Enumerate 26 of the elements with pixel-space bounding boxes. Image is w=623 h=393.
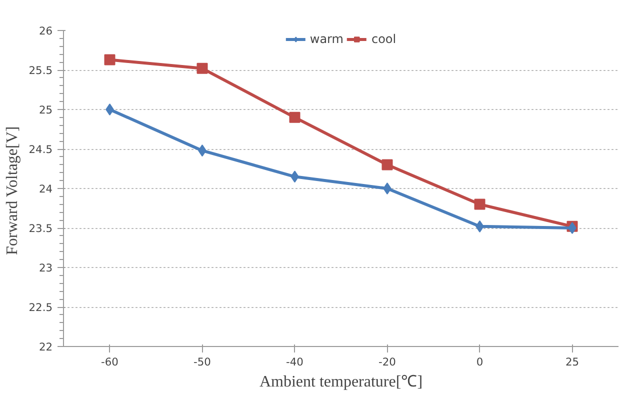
x-tick-label: 25 (565, 356, 580, 368)
y-axis-title: Forward Voltage[V] (4, 126, 21, 256)
point (104, 54, 116, 66)
legend-label: cool (371, 32, 396, 46)
y-tick-label: 25 (38, 104, 53, 116)
x-axis-title: Ambient temperature[℃] (259, 374, 423, 390)
x-tick-label: -50 (194, 356, 212, 368)
y-tick-label: 22 (38, 340, 53, 354)
y-tick-label: 22.5 (28, 301, 53, 314)
point (474, 198, 486, 210)
point (196, 62, 208, 74)
y-tick-label: 23.5 (28, 222, 53, 235)
x-tick-label: -60 (101, 356, 119, 368)
y-tick-label: 26 (38, 24, 53, 38)
point (383, 182, 392, 194)
x-tick-label: -20 (378, 356, 396, 368)
x-tick-label: -40 (286, 356, 304, 368)
y-tick-label: 25.5 (28, 64, 53, 77)
y-tick-label: 24 (38, 182, 53, 196)
point (289, 112, 300, 123)
point (382, 159, 393, 170)
y-tick-label: 24.5 (28, 143, 53, 156)
x-tick-label: 0 (476, 356, 484, 368)
point (106, 104, 114, 116)
legend-label: warm (310, 32, 344, 46)
y-tick-label: 23 (38, 262, 53, 274)
